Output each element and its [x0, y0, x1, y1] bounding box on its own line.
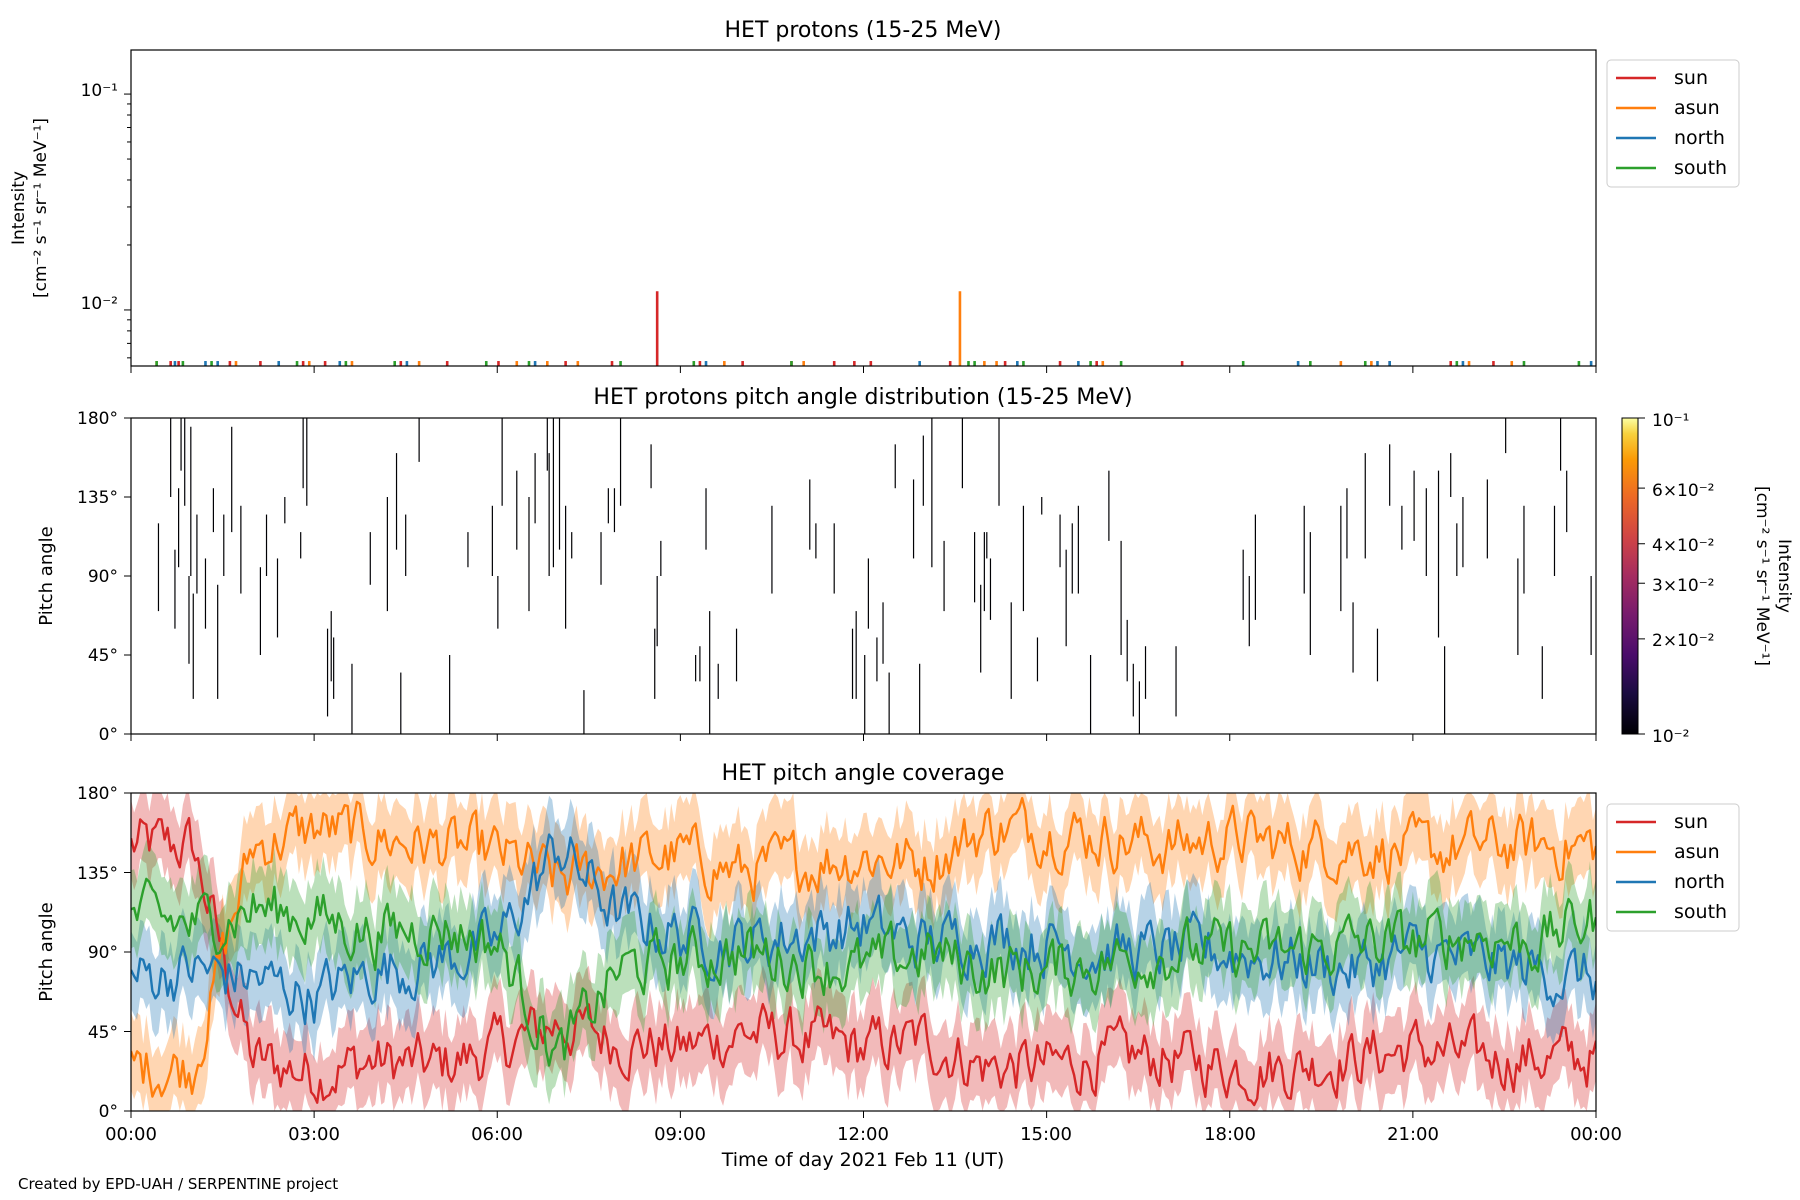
colorbar-tick-4: 3×10⁻²: [1652, 576, 1714, 596]
x-tick-0900: 09:00: [654, 1124, 706, 1145]
coverage-band-south: [131, 840, 1596, 1105]
legend-north-label: north: [1674, 127, 1725, 149]
panel2-tick-135: 135°: [77, 488, 118, 508]
x-tick-0300: 03:00: [288, 1124, 340, 1145]
panel3-tick-0: 0°: [99, 1102, 118, 1122]
panel1-bars: [155, 291, 1593, 366]
panel2-tick-45: 45°: [88, 646, 118, 666]
x-tick-0600: 06:00: [471, 1124, 523, 1145]
panel1-ylabel-line2: [cm⁻² s⁻¹ sr⁻¹ MeV⁻¹]: [31, 118, 51, 298]
colorbar-tick-5: 2×10⁻²: [1652, 631, 1714, 651]
panel3-tick-180: 180°: [77, 784, 118, 804]
coverage-band-sun: [131, 793, 1596, 1111]
coverage-line-north: [131, 833, 1596, 1026]
colorbar-label-line2: [cm⁻² s⁻¹ sr⁻¹ MeV⁻¹]: [1752, 486, 1772, 666]
coverage-line-asun: [131, 796, 1596, 1098]
panel2-cells: [157, 418, 1592, 734]
colorbar-tick-2: 6×10⁻²: [1652, 481, 1714, 501]
panel3-tick-45: 45°: [88, 1023, 118, 1043]
panel3-ylabel: Pitch angle: [36, 902, 57, 1001]
coverage-line-sun: [131, 816, 1596, 1107]
footer-credit: Created by EPD-UAH / SERPENTINE project: [18, 1175, 339, 1193]
panel1-title: HET protons (15-25 MeV): [725, 18, 1002, 43]
panel2-axes: [130, 417, 1597, 735]
panel-intensity: HET protons (15-25 MeV) 10⁻¹ 10⁻² Intens…: [9, 18, 1740, 373]
panel2-ylabel: Pitch angle: [36, 526, 57, 625]
x-tick-2100: 21:00: [1387, 1124, 1439, 1145]
panel1-axes: [130, 49, 1597, 367]
panel1-axis: [124, 93, 1597, 373]
colorbar-tick-3: 4×10⁻²: [1652, 536, 1714, 556]
panel3-tick-90: 90°: [88, 943, 118, 963]
panel-pitch-coverage: HET pitch angle coverage 0° 45° 90° 135°…: [36, 761, 1740, 1171]
panel2-tick-90: 90°: [88, 567, 118, 587]
legend3-sun-label: sun: [1674, 811, 1708, 833]
x-tick-0000: 00:00: [105, 1124, 157, 1145]
panel2-title: HET protons pitch angle distribution (15…: [593, 385, 1132, 410]
coverage-band-north: [131, 795, 1596, 1063]
legend3-south-label: south: [1674, 901, 1727, 923]
x-tick-2400: 00:00: [1570, 1124, 1622, 1145]
panel1-tick-label-2: 10⁻²: [81, 294, 118, 314]
legend-sun-label: sun: [1674, 67, 1708, 89]
panel2-tick-0: 0°: [99, 725, 118, 745]
panel-pitch-distribution: HET protons pitch angle distribution (15…: [36, 385, 1794, 747]
colorbar-tick-6: 10⁻²: [1652, 727, 1689, 747]
coverage-line-south: [131, 877, 1596, 1067]
colorbar-label-line1: Intensity: [1774, 539, 1794, 613]
panel2-axis: [124, 417, 1597, 741]
legend-south-label: south: [1674, 157, 1727, 179]
panel3-axis: [124, 792, 1597, 1118]
x-tick-1200: 12:00: [837, 1124, 889, 1145]
panel3-legend: sun asun north south: [1606, 803, 1740, 932]
panel1-legend: sun asun north south: [1606, 59, 1740, 188]
panel1-tick-label-1: 10⁻¹: [81, 81, 118, 101]
legend3-north-label: north: [1674, 871, 1725, 893]
panel2-tick-180: 180°: [77, 409, 118, 429]
legend3-asun-label: asun: [1674, 841, 1720, 863]
colorbar-tick-1: 10⁻¹: [1652, 411, 1689, 431]
panel3-title: HET pitch angle coverage: [722, 761, 1005, 786]
legend-asun-label: asun: [1674, 97, 1720, 119]
panel1-ylabel-line1: Intensity: [9, 171, 29, 245]
colorbar-gradient: [1621, 417, 1639, 735]
colorbar: 10⁻¹ 6×10⁻² 4×10⁻² 3×10⁻² 2×10⁻² 10⁻² In…: [1621, 411, 1794, 747]
colorbar-ticks: [1638, 417, 1645, 735]
panel3-lines: [131, 796, 1596, 1107]
x-tick-1800: 18:00: [1204, 1124, 1256, 1145]
panel3-tick-135: 135°: [77, 864, 118, 884]
x-axis-label: Time of day 2021 Feb 11 (UT): [721, 1149, 1005, 1171]
x-tick-1500: 15:00: [1020, 1124, 1072, 1145]
